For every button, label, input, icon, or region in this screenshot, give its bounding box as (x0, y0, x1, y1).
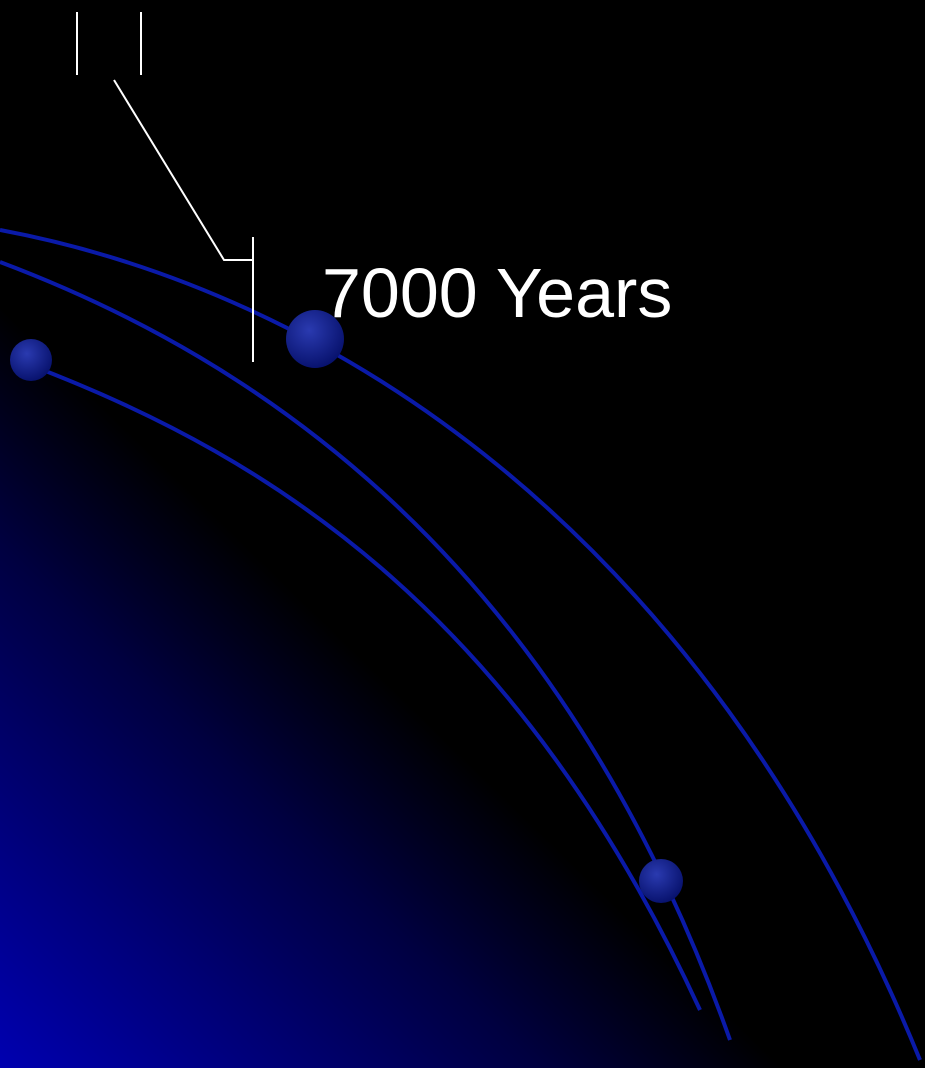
page: 7000 Years (() => { const data = JSON.pa… (0, 0, 925, 1068)
slide: 7000 Years (0, 0, 925, 1068)
sphere (639, 859, 683, 903)
sphere (10, 339, 52, 381)
slide-text: 7000 Years (322, 254, 672, 332)
